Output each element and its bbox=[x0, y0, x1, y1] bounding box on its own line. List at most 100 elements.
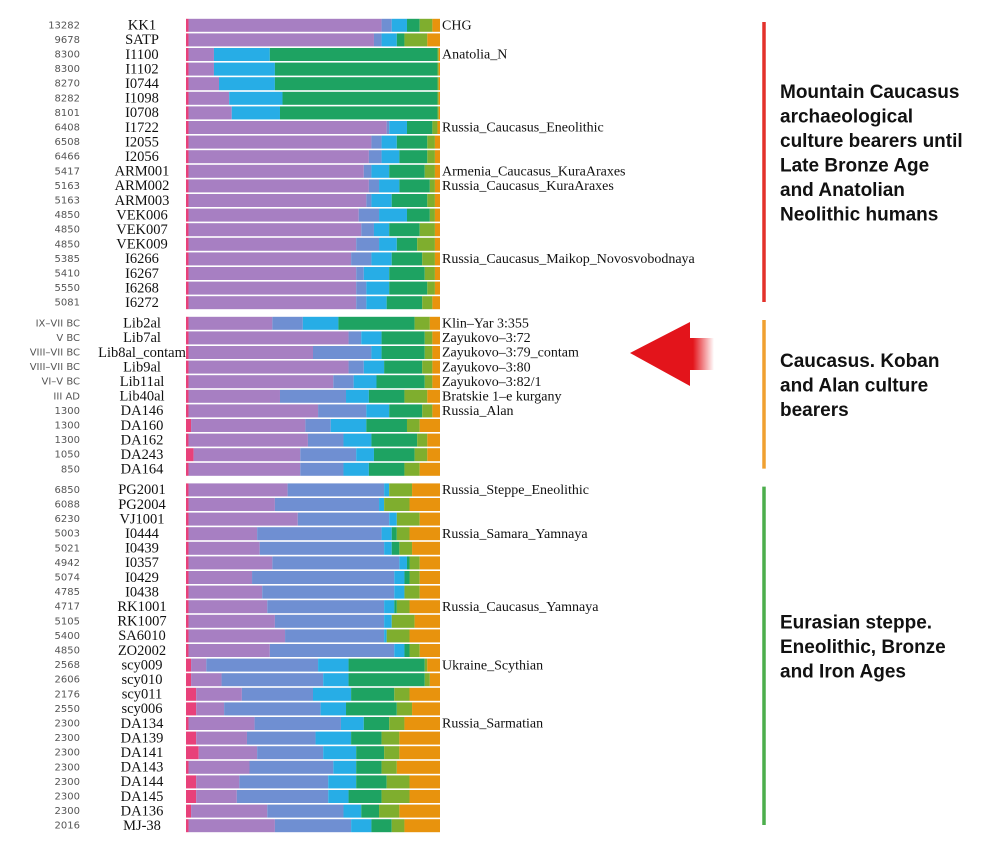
date-label: 1050 bbox=[55, 450, 80, 461]
bar-segment bbox=[188, 389, 280, 403]
bar-segment bbox=[384, 614, 392, 628]
bar-segment bbox=[186, 346, 189, 359]
bar-segment bbox=[188, 281, 357, 295]
sample-label: I1098 bbox=[125, 91, 159, 107]
bar-segment bbox=[188, 48, 214, 61]
bar-segment bbox=[389, 483, 413, 497]
bar-segment bbox=[404, 389, 428, 403]
bar-segment bbox=[437, 91, 439, 105]
date-label: 5410 bbox=[55, 269, 80, 280]
bar-segment bbox=[386, 629, 410, 643]
bar-segment bbox=[186, 746, 199, 760]
bar-segment bbox=[186, 296, 189, 310]
bar-segment bbox=[188, 150, 369, 164]
date-label: 4850 bbox=[55, 225, 80, 236]
bar-segment bbox=[389, 717, 405, 730]
bar-segment bbox=[432, 18, 440, 32]
group-label: Russia_Caucasus_Eneolithic bbox=[442, 121, 604, 136]
date-label: 4717 bbox=[55, 602, 80, 613]
bar-segment bbox=[412, 541, 440, 555]
bar-segment bbox=[409, 498, 440, 511]
bar-segment bbox=[384, 600, 395, 614]
bar-segment bbox=[432, 346, 440, 359]
bar-segment bbox=[188, 77, 220, 91]
bar-segment bbox=[186, 731, 197, 745]
bar-segment bbox=[396, 512, 420, 526]
date-label: 4850 bbox=[55, 239, 80, 250]
sample-label: DA145 bbox=[121, 789, 164, 805]
bar-segment bbox=[351, 819, 372, 833]
section-annotation: culture bearers until bbox=[780, 131, 963, 152]
sample-label: Lib7al bbox=[123, 330, 161, 346]
bar-segment bbox=[399, 746, 440, 760]
bar-segment bbox=[348, 790, 382, 803]
date-label: 2300 bbox=[55, 748, 80, 759]
date-label: 4785 bbox=[55, 587, 80, 598]
date-label: 5074 bbox=[55, 573, 80, 584]
bar-segment bbox=[353, 375, 377, 389]
group-label: Russia_Caucasus_Yamnaya bbox=[442, 600, 599, 615]
date-label: 1300 bbox=[55, 421, 80, 432]
date-label: VIII–VII BC bbox=[30, 348, 80, 359]
bar-segment bbox=[340, 717, 364, 730]
bar-segment bbox=[434, 237, 440, 251]
bar-segment bbox=[186, 658, 192, 672]
bar-segment bbox=[188, 296, 357, 310]
bar-segment bbox=[373, 448, 415, 462]
sample-label: ZO2002 bbox=[118, 643, 166, 659]
section-annotation: Eneolithic, Bronze bbox=[780, 637, 946, 658]
bar-segment bbox=[371, 346, 382, 359]
bar-segment bbox=[285, 629, 385, 643]
bar-segment bbox=[371, 252, 392, 266]
group-label: Russia_Samara_Yamnaya bbox=[442, 527, 588, 542]
sample-label: Lib40al bbox=[119, 389, 164, 405]
bar-segment bbox=[320, 702, 347, 716]
bar-segment bbox=[437, 121, 440, 134]
bar-segment bbox=[414, 316, 430, 330]
sample-label: Lib9al bbox=[123, 359, 161, 375]
date-label: 6508 bbox=[55, 137, 80, 148]
group-label: Armenia_Caucasus_KuraAraxes bbox=[442, 165, 626, 180]
bar-segment bbox=[198, 746, 258, 760]
date-label: 5163 bbox=[55, 181, 80, 192]
bar-segment bbox=[219, 77, 275, 91]
bar-segment bbox=[188, 375, 334, 389]
bar-segment bbox=[394, 600, 397, 614]
bar-segment bbox=[404, 571, 410, 584]
bar-segment bbox=[373, 33, 382, 47]
date-label: 4850 bbox=[55, 210, 80, 221]
bar-segment bbox=[186, 33, 189, 47]
sample-label: I0357 bbox=[125, 555, 159, 571]
sample-label: I1102 bbox=[125, 61, 158, 77]
bar-segment bbox=[429, 673, 440, 687]
group-label: Zayukovo–3:72 bbox=[442, 331, 531, 346]
bar-segment bbox=[381, 331, 425, 345]
bar-segment bbox=[424, 164, 435, 178]
bar-segment bbox=[224, 702, 321, 716]
bar-segment bbox=[371, 433, 418, 447]
bar-segment bbox=[432, 375, 440, 389]
bar-segment bbox=[343, 804, 362, 818]
group-label: Russia_Sarmatian bbox=[442, 717, 543, 732]
bar-segment bbox=[381, 346, 425, 359]
group-label: Bratskie 1–e kurgany bbox=[442, 390, 562, 405]
bar-segment bbox=[404, 819, 440, 833]
sample-label: SATP bbox=[125, 32, 159, 48]
bar-segment bbox=[188, 585, 263, 599]
bar-segment bbox=[356, 296, 367, 310]
bar-segment bbox=[381, 150, 400, 164]
bar-segment bbox=[186, 375, 189, 389]
bar-segment bbox=[188, 316, 273, 330]
bar-segment bbox=[381, 790, 410, 803]
bar-segment bbox=[186, 702, 197, 716]
bar-segment bbox=[188, 121, 387, 134]
bar-segment bbox=[419, 644, 440, 657]
date-label: 9678 bbox=[55, 35, 80, 46]
sample-label: scy006 bbox=[121, 701, 162, 717]
sample-label: DA144 bbox=[121, 774, 164, 790]
bar-segment bbox=[188, 62, 214, 76]
date-label: 2300 bbox=[55, 806, 80, 817]
sample-label: I1722 bbox=[125, 120, 159, 136]
date-label: V BC bbox=[56, 333, 80, 344]
sample-label: I0744 bbox=[125, 76, 160, 92]
